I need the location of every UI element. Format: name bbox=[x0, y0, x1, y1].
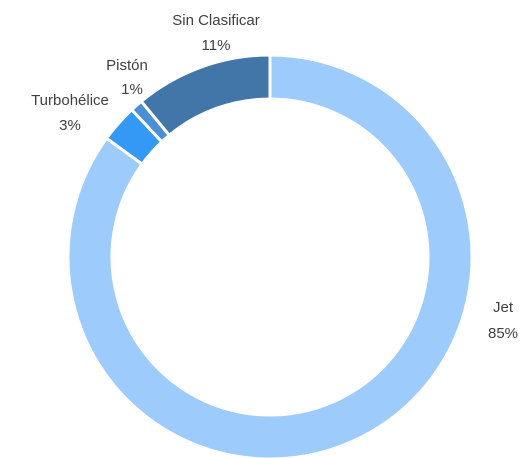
slice-value-label: 11% bbox=[202, 37, 231, 54]
slice-label: Pistón bbox=[106, 57, 148, 74]
slice-label: Turbohélice bbox=[31, 92, 109, 109]
slice-label: Jet bbox=[493, 299, 514, 316]
donut-slice bbox=[66, 53, 474, 458]
slice-value-label: 3% bbox=[59, 117, 81, 134]
slice-value-label: 1% bbox=[121, 81, 143, 98]
donut-slice bbox=[139, 53, 272, 138]
slice-label: Sin Clasificar bbox=[172, 12, 260, 29]
slice-value-label: 85% bbox=[488, 325, 518, 342]
